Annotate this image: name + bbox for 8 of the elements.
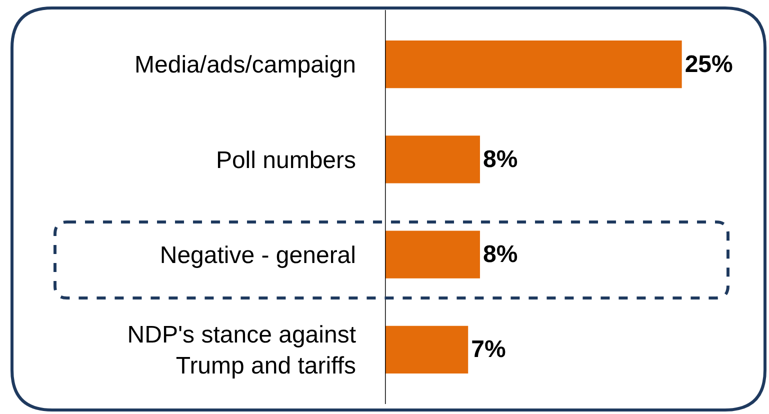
data-label: 8% — [482, 146, 518, 173]
data-label: 7% — [471, 336, 506, 364]
y-tick-label: NDP's stance against Trump and tariffs — [127, 321, 356, 380]
y-tick-label: Negative - general — [160, 242, 356, 269]
y-tick-label: Media/ads/campaign — [134, 52, 356, 79]
data-label: 8% — [482, 241, 518, 268]
y-tick-label: Poll numbers — [216, 146, 356, 174]
data-label: 25% — [684, 50, 733, 78]
